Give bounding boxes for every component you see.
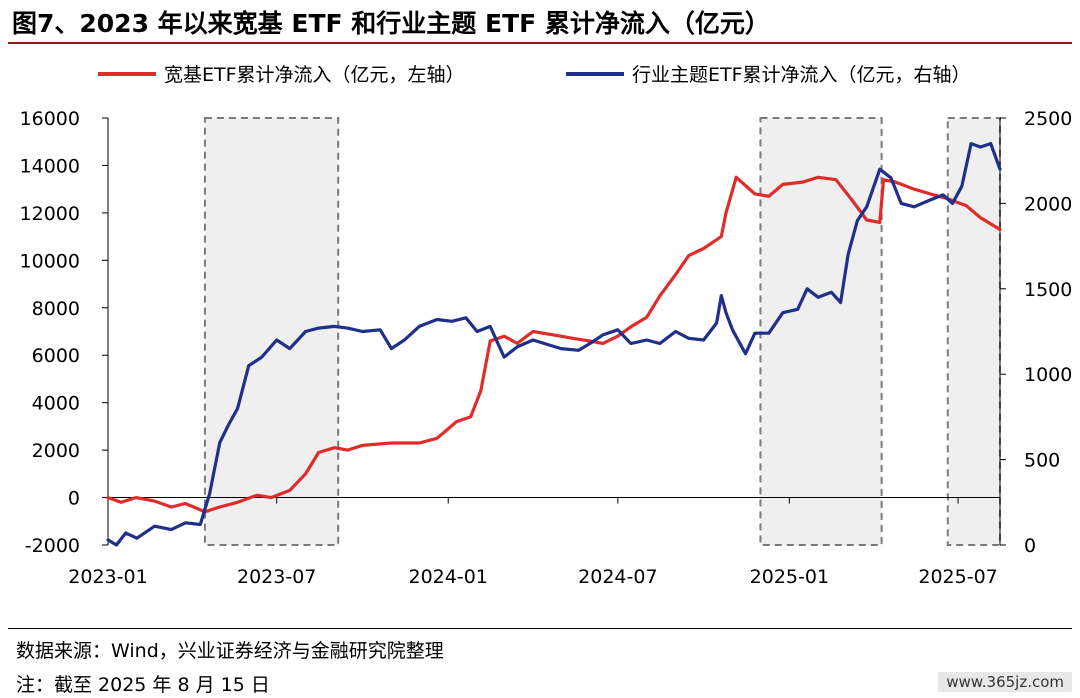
watermark: www.365jz.com: [938, 672, 1072, 692]
shaded-period-2: [946, 117, 1001, 546]
right-tick-label: 2500: [1024, 108, 1072, 130]
chart-title: 图7、2023 年以来宽基 ETF 和行业主题 ETF 累计净流入（亿元）: [12, 9, 770, 38]
x-tick-label: 2024-07: [578, 566, 657, 588]
left-tick-label: 4000: [32, 393, 80, 415]
left-tick-label: -2000: [25, 535, 80, 557]
left-tick-label: 10000: [20, 250, 80, 272]
left-tick-label: 0: [68, 488, 80, 510]
source-note: 数据来源：Wind，兴业证券经济与金融研究院整理: [16, 640, 444, 662]
series-line-broad-etf: [106, 175, 1002, 514]
left-tick-label: 8000: [32, 298, 80, 320]
left-tick-label: 14000: [20, 155, 80, 177]
right-tick-label: 0: [1024, 535, 1036, 557]
title-divider: [8, 42, 1072, 44]
x-tick-label: 2025-07: [918, 566, 997, 588]
date-note: 注：截至 2025 年 8 月 15 日: [16, 674, 270, 696]
right-tick-label: 2000: [1024, 193, 1072, 215]
left-tick-label: 16000: [20, 108, 80, 130]
x-tick-label: 2024-01: [409, 566, 488, 588]
chart-axes: -200002000400060008000100001200014000160…: [20, 108, 1073, 588]
left-tick-label: 12000: [20, 203, 80, 225]
legend-label-sector-etf: 行业主题ETF累计净流入（亿元，右轴）: [632, 64, 971, 86]
left-tick-label: 6000: [32, 345, 80, 367]
legend-item-broad-etf: 宽基ETF累计净流入（亿元，左轴）: [98, 60, 465, 87]
legend-swatch-blue: [566, 71, 624, 76]
x-tick-label: 2023-01: [68, 566, 147, 588]
x-tick-label: 2023-07: [237, 566, 316, 588]
right-tick-label: 1000: [1024, 364, 1072, 386]
x-tick-label: 2025-01: [750, 566, 829, 588]
line-chart: -200002000400060008000100001200014000160…: [20, 108, 1073, 588]
footer-divider: [8, 628, 1072, 629]
series-lines: [106, 142, 1002, 547]
right-tick-label: 500: [1024, 450, 1060, 472]
series-line-sector-etf: [106, 142, 1002, 547]
legend-label-broad-etf: 宽基ETF累计净流入（亿元，左轴）: [164, 64, 465, 86]
legend-item-sector-etf: 行业主题ETF累计净流入（亿元，右轴）: [566, 60, 971, 87]
shaded-periods: [203, 117, 1001, 546]
shaded-period-0: [203, 117, 340, 546]
left-tick-label: 2000: [32, 440, 80, 462]
right-tick-label: 1500: [1024, 279, 1072, 301]
shaded-period-1: [759, 117, 883, 546]
legend-swatch-red: [98, 71, 156, 76]
